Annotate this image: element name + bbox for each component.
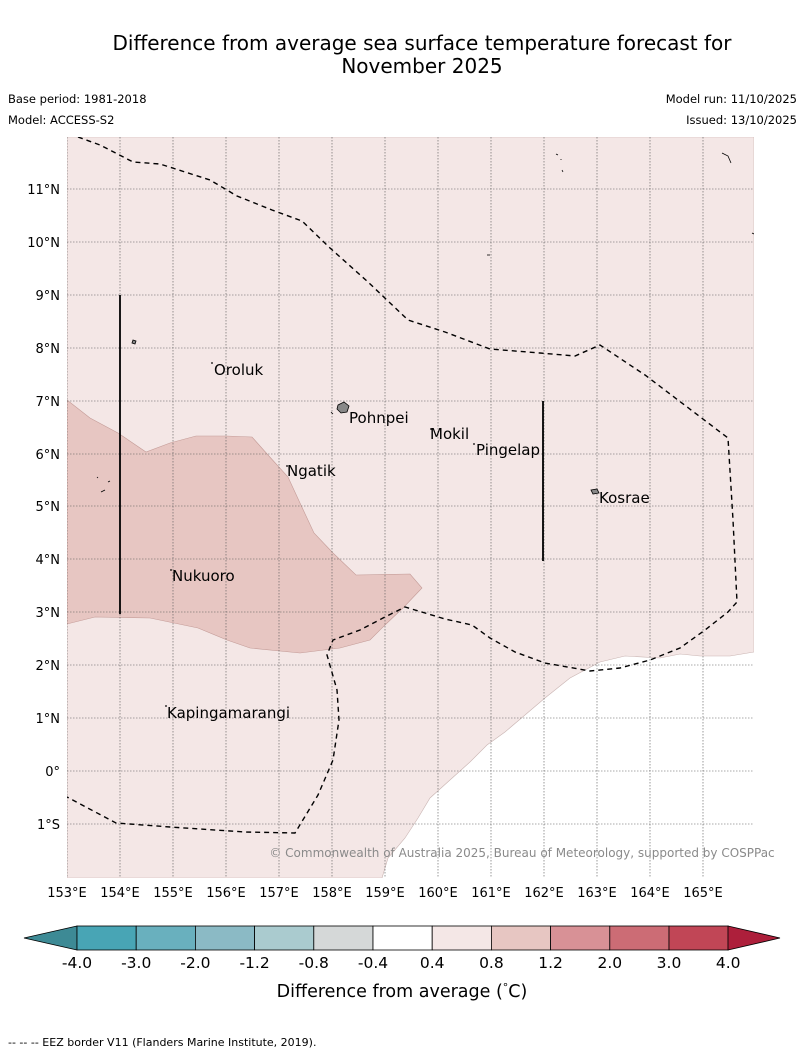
colorbar-tick-labels: -4.0 -3.0 -2.0 -1.2 -0.8 -0.4 0.4 0.8 1.2 2.0 3.0 4… xyxy=(62,954,741,972)
eez-border-footnote: -- -- -- EEZ border V11 (Flanders Marine… xyxy=(8,1036,317,1049)
place-label-pingelap: Pingelap xyxy=(476,441,540,459)
colorbar-segment xyxy=(194,925,255,951)
colorbar-tick-label: 0.8 xyxy=(479,954,504,972)
colorbar-segments xyxy=(76,925,729,951)
eez-borders xyxy=(67,137,738,834)
colorbar-tick-label: -0.8 xyxy=(299,954,329,972)
anomaly-band-0.4-0.8 xyxy=(67,137,754,878)
lon-label: 155°E xyxy=(153,886,193,901)
colorbar-underflow-arrow xyxy=(23,925,78,951)
lat-label: 5°N xyxy=(36,500,61,515)
islands xyxy=(96,152,754,495)
model-run: Model run: 11/10/2025 xyxy=(665,92,797,106)
colorbar-title-degree: ° xyxy=(503,981,509,994)
colorbar-segment xyxy=(254,925,315,951)
lat-label: 2°N xyxy=(36,659,61,674)
colorbar-tick-label: -1.2 xyxy=(239,954,269,972)
colorbar-tick-label: 2.0 xyxy=(597,954,622,972)
island-icon xyxy=(131,339,137,345)
map-frame xyxy=(67,137,754,878)
lat-axis-labels: 11°N 10°N 9°N 8°N 7°N 6°N 5°N 4°N 3°N 2°… xyxy=(27,183,60,833)
colorbar: -4.0 -3.0 -2.0 -1.2 -0.8 -0.4 0.4 0.8 1.2 2.0 3.0 4… xyxy=(23,925,781,1002)
colorbar-tick-label: -0.4 xyxy=(358,954,388,972)
colorbar-title-unit: C) xyxy=(508,982,527,1002)
lon-label: 158°E xyxy=(312,886,352,901)
lon-label: 165°E xyxy=(683,886,723,901)
kosrae-island-icon xyxy=(590,488,600,495)
colorbar-segment xyxy=(431,925,492,951)
place-marker xyxy=(170,569,172,571)
lat-label: 1°S xyxy=(37,818,60,833)
lon-label: 156°E xyxy=(206,886,246,901)
colorbar-tick-label: -2.0 xyxy=(180,954,210,972)
place-marker xyxy=(473,443,475,445)
colorbar-title-text: Difference from average ( xyxy=(277,982,503,1002)
colorbar-tick-label: 1.2 xyxy=(538,954,563,972)
lon-axis-labels: 153°E 154°E 155°E 156°E 157°E 158°E 159°… xyxy=(47,886,723,901)
colorbar-segment xyxy=(609,925,670,951)
lat-label: 1°N xyxy=(36,712,61,727)
colorbar-segment xyxy=(313,925,374,951)
lon-label: 153°E xyxy=(47,886,87,901)
place-label-mokil: Mokil xyxy=(430,425,469,443)
place-label-kosrae: Kosrae xyxy=(599,489,650,507)
lat-label: 3°N xyxy=(36,606,61,621)
colorbar-segment xyxy=(490,925,551,951)
place-label-ngatik: Ngatik xyxy=(287,462,336,480)
colorbar-segment xyxy=(135,925,196,951)
place-label-nukuoro: Nukuoro xyxy=(172,567,235,585)
lat-label: 8°N xyxy=(36,342,61,357)
place-labels: Oroluk Pohnpei Mokil Pingelap Ngatik Kos… xyxy=(165,361,650,722)
colorbar-tick-label: -3.0 xyxy=(121,954,151,972)
place-marker xyxy=(286,465,288,467)
pohnpei-island-icon xyxy=(336,401,350,414)
lon-label: 161°E xyxy=(471,886,511,901)
lat-label: 7°N xyxy=(36,395,61,410)
lon-label: 154°E xyxy=(100,886,140,901)
lat-label: 4°N xyxy=(36,553,61,568)
place-label-oroluk: Oroluk xyxy=(214,361,263,379)
colorbar-tick-label: 0.4 xyxy=(420,954,445,972)
place-marker xyxy=(211,362,213,364)
colorbar-tick-label: 4.0 xyxy=(716,954,741,972)
colorbar-tick-label: -4.0 xyxy=(62,954,92,972)
lat-label: 11°N xyxy=(27,183,60,198)
lat-label: 10°N xyxy=(27,236,60,251)
colorbar-overflow-arrow xyxy=(727,925,781,951)
title-line-2: November 2025 xyxy=(341,54,503,78)
issued-date: Issued: 13/10/2025 xyxy=(686,113,797,127)
copyright-notice: © Commonwealth of Australia 2025, Bureau… xyxy=(269,846,774,860)
lon-label: 159°E xyxy=(365,886,405,901)
map-title: Difference from average sea surface temp… xyxy=(0,32,804,78)
graticule xyxy=(67,137,754,878)
place-marker xyxy=(165,705,167,707)
lon-label: 164°E xyxy=(630,886,670,901)
lon-label: 157°E xyxy=(259,886,299,901)
model-name: Model: ACCESS-S2 xyxy=(8,113,115,127)
anomaly-band-0.8-1.2 xyxy=(67,399,423,654)
lat-label: 9°N xyxy=(36,289,61,304)
base-period: Base period: 1981-2018 xyxy=(8,92,147,106)
place-label-pohnpei: Pohnpei xyxy=(349,409,409,427)
colorbar-segment xyxy=(76,925,137,951)
lon-label: 163°E xyxy=(577,886,617,901)
colorbar-segment xyxy=(668,925,729,951)
place-marker xyxy=(430,428,432,430)
colorbar-title: Difference from average (°C) xyxy=(277,981,528,1002)
boundary-lines xyxy=(119,295,544,614)
colorbar-segment xyxy=(550,925,611,951)
place-label-kapingamarangi: Kapingamarangi xyxy=(167,704,290,722)
lat-label: 0° xyxy=(45,765,60,780)
colorbar-tick-label: 3.0 xyxy=(657,954,682,972)
lat-label: 6°N xyxy=(36,448,61,463)
lon-label: 160°E xyxy=(418,886,458,901)
lon-label: 162°E xyxy=(524,886,564,901)
colorbar-segment xyxy=(372,925,433,951)
title-line-1: Difference from average sea surface temp… xyxy=(112,31,732,55)
